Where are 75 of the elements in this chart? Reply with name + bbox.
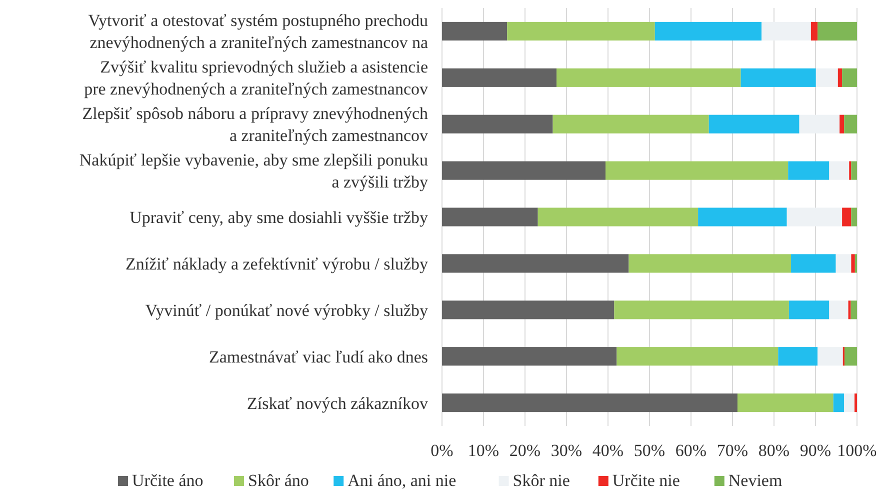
y-tick-label: Zamestnávať viac ľudí ako dnes [208, 347, 428, 366]
x-tick-label: 90% [800, 441, 832, 460]
bar [708, 114, 800, 134]
bar [818, 22, 857, 41]
bar [842, 208, 852, 226]
bar [442, 393, 738, 412]
bar [851, 161, 857, 180]
bar [850, 300, 857, 320]
bar [848, 300, 851, 320]
y-tick-label: Znížiť náklady a zefektívniť výrobu / služby [126, 254, 428, 274]
legend-label: Určite áno [132, 471, 204, 490]
bar [442, 254, 629, 273]
y-tick-label: Nakúpiť lepšie vybavenie, aby sme zlepšili ponuku a zvýšili tržby [79, 150, 428, 192]
legend-label: Ani áno, ani nie [348, 471, 456, 490]
bar [842, 68, 857, 87]
bar [538, 208, 698, 226]
x-tick-label: 80% [758, 441, 790, 460]
bar [616, 347, 778, 366]
bar [844, 114, 857, 134]
bar [786, 208, 842, 226]
y-tick-label: Získať nových zákazníkov [247, 394, 428, 413]
bar [851, 254, 855, 273]
bar [740, 68, 816, 87]
y-tick-label: Zvýšiť kvalitu sprievodných služieb a asistencie pre znevýhodnených a zraniteľných zamestnancov [84, 58, 428, 99]
legend-label: Určite nie [612, 471, 680, 490]
bar [762, 22, 811, 41]
bar [442, 114, 553, 134]
bar [442, 22, 508, 41]
y-tick-label: Upraviť ceny, aby sme dosiahli vyššie tržby [130, 208, 428, 227]
legend-label: Neviem [728, 471, 782, 490]
bar [556, 68, 741, 87]
bar [810, 22, 818, 41]
bar [442, 161, 606, 180]
bar [836, 254, 852, 273]
bar [844, 393, 855, 412]
bar [606, 161, 788, 180]
bar [829, 161, 850, 180]
x-tick-label: 40% [592, 441, 624, 460]
x-tick-label: 30% [550, 441, 582, 460]
x-tick-label: 10% [468, 441, 500, 460]
bar [737, 393, 834, 412]
bar [816, 68, 838, 87]
x-tick-label: 60% [675, 441, 707, 460]
x-tick-label: 0% [430, 441, 454, 460]
bar [833, 393, 844, 412]
bar [829, 300, 848, 320]
bar [799, 114, 840, 134]
bar [788, 300, 830, 320]
legend-label: Skôr nie [512, 471, 570, 490]
y-tick-label: Vytvoriť a otestovať systém postupného prechodu znevýhodnených a zraniteľných zamestnancov na [88, 11, 428, 52]
bar [442, 208, 538, 226]
bar [628, 254, 792, 273]
bar [840, 114, 844, 134]
x-tick-label: 50% [634, 441, 666, 460]
bar [442, 347, 617, 366]
bar [818, 347, 843, 366]
x-tick-label: 70% [716, 441, 748, 460]
bar [788, 161, 830, 180]
bar [552, 114, 709, 134]
legend-label: Skôr áno [248, 471, 309, 490]
bar [851, 208, 857, 226]
bar [442, 300, 614, 320]
bar [838, 68, 842, 87]
x-tick-label: 100% [837, 441, 877, 460]
bar [614, 300, 789, 320]
bar [778, 347, 818, 366]
bar [698, 208, 787, 226]
y-tick-label: Zlepšiť spôsob náboru a prípravy znevýhodnených a zraniteľných zamestnancov [82, 104, 428, 146]
bar [844, 347, 857, 366]
x-tick-label: 20% [509, 441, 541, 460]
bar [654, 22, 762, 41]
bar [507, 22, 655, 41]
bar [791, 254, 836, 273]
bar [442, 68, 557, 87]
y-tick-label: Vyvinúť / ponúkať nové výrobky / služby [145, 300, 428, 320]
